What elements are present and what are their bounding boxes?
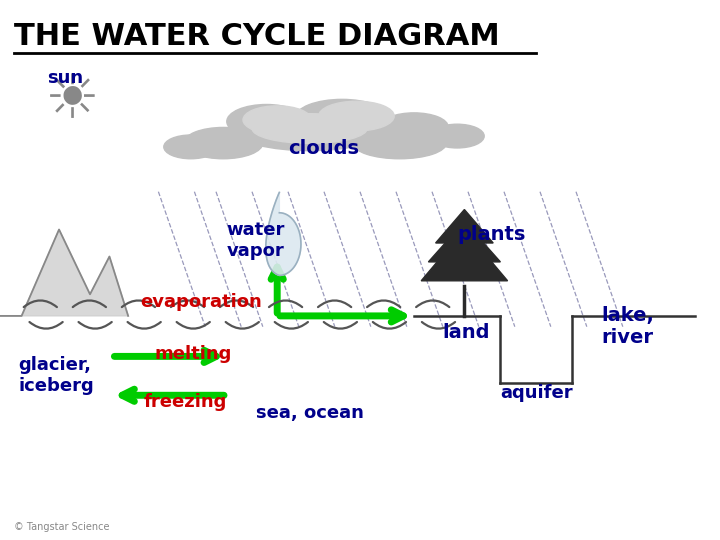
Text: THE WATER CYCLE DIAGRAM: THE WATER CYCLE DIAGRAM — [14, 22, 500, 51]
Ellipse shape — [295, 99, 389, 136]
Ellipse shape — [252, 113, 367, 143]
Text: water
vapor: water vapor — [227, 221, 285, 260]
Ellipse shape — [238, 114, 382, 151]
FancyArrowPatch shape — [176, 322, 210, 329]
FancyArrowPatch shape — [422, 322, 455, 329]
Text: plants: plants — [457, 225, 526, 245]
Polygon shape — [436, 210, 493, 243]
Polygon shape — [428, 221, 500, 262]
FancyArrowPatch shape — [171, 300, 204, 307]
Ellipse shape — [227, 105, 306, 138]
Ellipse shape — [164, 135, 218, 159]
Text: melting: melting — [155, 345, 232, 363]
FancyArrowPatch shape — [30, 322, 63, 329]
Text: lake,
river: lake, river — [601, 306, 654, 347]
Text: clouds: clouds — [288, 139, 359, 158]
FancyArrowPatch shape — [269, 300, 302, 307]
Text: evaporation: evaporation — [140, 293, 262, 312]
FancyArrowPatch shape — [416, 300, 449, 307]
FancyArrowPatch shape — [73, 300, 106, 307]
FancyArrowPatch shape — [78, 322, 112, 329]
FancyArrowPatch shape — [220, 300, 253, 307]
FancyArrowPatch shape — [318, 300, 351, 307]
Text: ☀: ☀ — [45, 72, 99, 131]
Ellipse shape — [318, 101, 395, 131]
Text: glacier,
iceberg: glacier, iceberg — [18, 356, 94, 395]
Ellipse shape — [380, 113, 448, 141]
Polygon shape — [0, 230, 128, 316]
Text: © Tangstar Science: © Tangstar Science — [14, 522, 110, 531]
FancyArrowPatch shape — [275, 322, 308, 329]
Ellipse shape — [184, 127, 263, 159]
Ellipse shape — [243, 106, 311, 134]
Polygon shape — [421, 230, 508, 281]
FancyArrowPatch shape — [127, 322, 161, 329]
FancyArrowPatch shape — [324, 322, 357, 329]
Text: freezing: freezing — [144, 393, 228, 411]
FancyArrowPatch shape — [24, 300, 57, 307]
FancyArrowPatch shape — [373, 322, 406, 329]
Text: sun: sun — [47, 69, 83, 87]
Text: sea, ocean: sea, ocean — [256, 404, 364, 422]
Text: aquifer: aquifer — [500, 384, 573, 402]
FancyArrowPatch shape — [367, 300, 400, 307]
Ellipse shape — [353, 127, 446, 159]
FancyArrowPatch shape — [225, 322, 259, 329]
Text: land: land — [443, 322, 490, 342]
FancyArrowPatch shape — [122, 300, 155, 307]
Ellipse shape — [431, 124, 484, 148]
Polygon shape — [266, 192, 301, 275]
